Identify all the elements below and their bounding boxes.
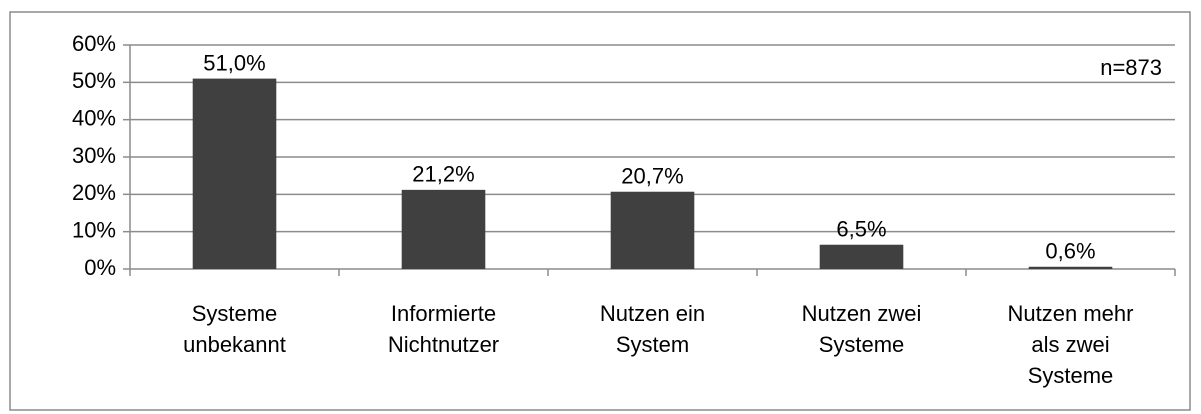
x-tick-label-line: als zwei (1031, 332, 1109, 357)
x-tick-label-line: Systeme (192, 301, 278, 326)
y-tick-label: 0% (84, 255, 116, 280)
x-tick-label-line: Nichtnutzer (388, 332, 499, 357)
x-tick-label-line: Nutzen zwei (802, 301, 922, 326)
x-tick-label: Nutzen zwei Systeme (802, 301, 922, 357)
value-label: 21,2% (412, 162, 474, 187)
x-tick-label: Nutzen mehr als zwei Systeme (1008, 301, 1134, 388)
x-tick-label-line: unbekannt (183, 332, 286, 357)
y-tick-label: 10% (72, 217, 116, 242)
y-tick-label: 30% (72, 143, 116, 168)
x-tick-label-line: System (616, 332, 689, 357)
y-tick-label: 50% (72, 68, 116, 93)
bar (610, 191, 695, 269)
x-tick-label-line: Systeme (1028, 363, 1114, 388)
x-tick-label-line: Systeme (819, 332, 905, 357)
y-tick-label: 40% (72, 105, 116, 130)
x-tick-label-line: Nutzen ein (600, 301, 705, 326)
x-tick-label: Nutzen ein System (600, 301, 705, 357)
x-tick-label-line: Nutzen mehr (1008, 301, 1134, 326)
y-tick-label: 60% (72, 31, 116, 56)
x-tick-label: Informierte Nichtnutzer (388, 301, 499, 357)
sample-size: n=873 (1100, 55, 1162, 80)
bar (819, 244, 904, 269)
value-label: 20,7% (621, 164, 683, 189)
x-tick-label-line: Informierte (391, 301, 496, 326)
value-label: 6,5% (836, 217, 886, 242)
value-label: 0,6% (1045, 239, 1095, 264)
bar (192, 78, 277, 269)
value-label: 51,0% (203, 50, 265, 75)
bar (401, 189, 486, 269)
x-tick-label: Systeme unbekannt (183, 301, 286, 357)
y-tick-label: 20% (72, 180, 116, 205)
bar (1028, 266, 1113, 269)
